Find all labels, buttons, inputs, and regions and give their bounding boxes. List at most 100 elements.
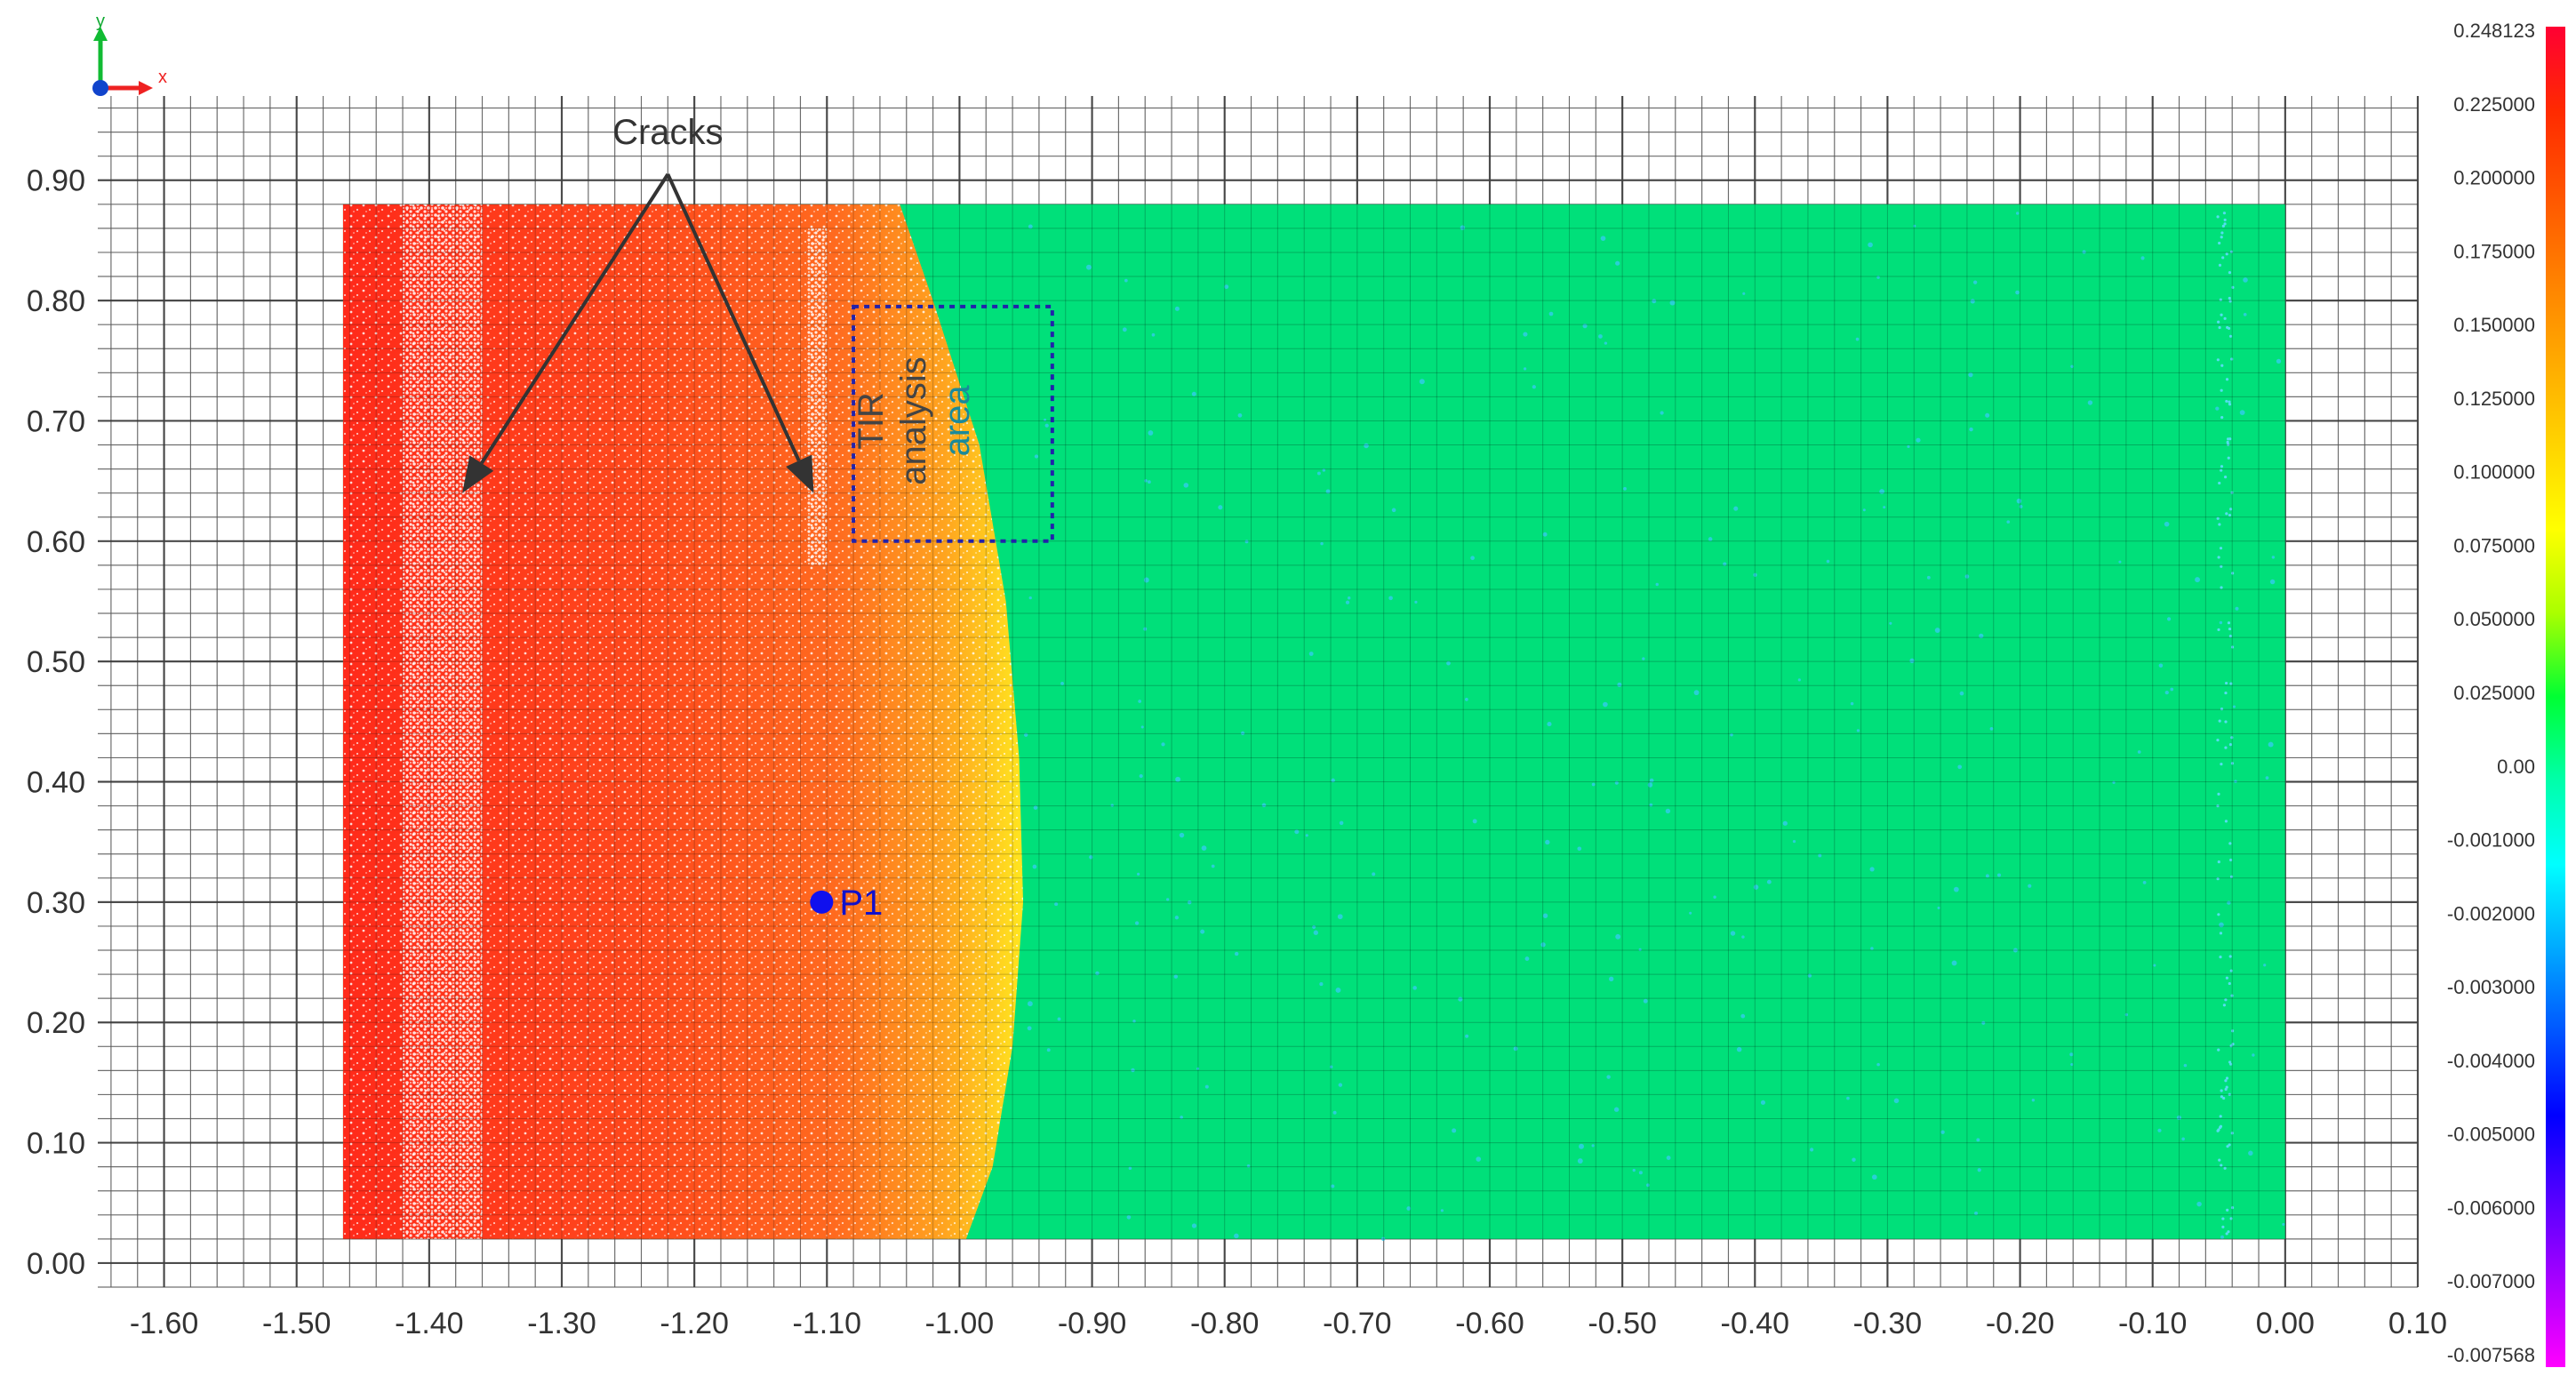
x-tick-label: -0.40 [1721, 1307, 1790, 1340]
noise-point [1175, 776, 1181, 782]
noise-point [1870, 947, 1874, 950]
noise-point [1893, 1098, 1900, 1104]
noise-point [2217, 556, 2220, 559]
x-tick-label: 0.00 [2256, 1307, 2315, 1340]
noise-point [2229, 1062, 2233, 1066]
noise-point [1713, 895, 1716, 900]
colorbar-label: 0.125000 [2453, 388, 2535, 410]
noise-point [1380, 1236, 1386, 1242]
noise-point [2248, 1150, 2253, 1156]
x-axis-ticks: -1.60 -1.50 -1.40 -1.30 -1.20 -1.10 -1.00 -0.90… [130, 1307, 2447, 1340]
noise-point [2231, 1043, 2235, 1046]
noise-point [1766, 879, 1772, 884]
noise-point [1856, 729, 1860, 732]
colorbar-label: 0.00 [2497, 756, 2535, 778]
noise-point [2220, 1089, 2223, 1092]
noise-point [2218, 241, 2221, 245]
x-tick-label: -1.10 [793, 1307, 862, 1340]
noise-point [1740, 1013, 1746, 1019]
noise-point [2217, 1048, 2220, 1052]
point-p1-label: P1 [839, 884, 883, 923]
noise-point [2230, 491, 2234, 494]
noise-point [1532, 385, 1536, 389]
noise-point [1579, 1143, 1584, 1149]
noise-point [1201, 845, 1207, 851]
noise-point [1237, 412, 1243, 418]
noise-point [1708, 537, 1713, 541]
noise-point [2225, 399, 2228, 404]
y-tick-label: 0.40 [27, 766, 85, 800]
noise-point [1760, 1100, 1766, 1105]
noise-point [1545, 839, 1550, 845]
noise-point [1046, 1048, 1051, 1052]
noise-point [1134, 921, 1140, 925]
noise-point [1044, 423, 1049, 428]
noise-point [1131, 1068, 1135, 1073]
noise-point [2224, 1087, 2228, 1092]
noise-point [1996, 873, 2002, 877]
noise-point [2230, 357, 2234, 361]
noise-point [1810, 1148, 1814, 1152]
noise-point [1140, 725, 1144, 729]
noise-point [1234, 951, 1239, 956]
noise-point [1234, 1233, 1239, 1239]
noise-point [1294, 829, 1300, 835]
noise-point [1033, 805, 1038, 810]
noise-point [1024, 732, 1028, 737]
colorbar-label: 0.025000 [2453, 682, 2535, 704]
noise-point [2226, 1208, 2229, 1212]
noise-point [1322, 468, 1326, 472]
noise-point [2224, 691, 2228, 695]
noise-point [2216, 215, 2220, 219]
noise-point [1204, 1084, 1209, 1089]
noise-point [1261, 803, 1267, 808]
noise-point [2223, 218, 2227, 222]
x-tick-label: -1.30 [527, 1307, 596, 1340]
noise-point [1391, 508, 1396, 513]
tir-label-line-2: analysis [894, 356, 933, 485]
noise-point [1615, 933, 1621, 940]
noise-point [1666, 1156, 1671, 1160]
noise-point [1138, 700, 1142, 703]
noise-point [1211, 864, 1215, 868]
noise-point [1128, 1166, 1132, 1171]
noise-point [2220, 1235, 2224, 1239]
noise-point [2227, 621, 2231, 625]
noise-point [2153, 964, 2156, 967]
noise-point [1174, 306, 1180, 311]
noise-point [1649, 778, 1654, 783]
noise-point [1934, 628, 1940, 634]
noise-point [1909, 658, 1915, 664]
x-tick-label: -0.70 [1323, 1307, 1392, 1340]
tir-label-line-3: area [938, 385, 977, 457]
cracks-label: Cracks [612, 113, 723, 152]
noise-point [1542, 913, 1548, 918]
noise-point [2228, 743, 2233, 747]
noise-point [2225, 1232, 2228, 1236]
noise-point [1989, 727, 1994, 731]
noise-point [2229, 875, 2234, 879]
noise-point [2220, 416, 2224, 420]
noise-point [1027, 1001, 1033, 1007]
noise-point [2006, 520, 2011, 524]
noise-point [2222, 1004, 2227, 1007]
noise-point [1665, 808, 1671, 814]
noise-point [2196, 1201, 2202, 1207]
noise-point [1240, 731, 1245, 736]
axis-orientation-icon: y x [92, 12, 167, 96]
noise-point [1846, 1096, 1850, 1100]
noise-point [1187, 900, 1192, 905]
y-tick-label: 0.80 [27, 284, 85, 318]
colorbar-label: -0.002000 [2447, 902, 2535, 924]
noise-point [1476, 1156, 1482, 1162]
noise-point [2221, 224, 2225, 228]
noise-point [1876, 276, 1880, 279]
noise-point [2223, 222, 2227, 226]
noise-point [2217, 628, 2220, 632]
noise-point [2219, 547, 2223, 550]
noise-point [2012, 948, 2018, 953]
noise-point [1470, 556, 1475, 561]
colorbar-label: -0.005000 [2447, 1124, 2535, 1146]
noise-point [1446, 660, 1451, 666]
noise-point [1985, 412, 1990, 418]
